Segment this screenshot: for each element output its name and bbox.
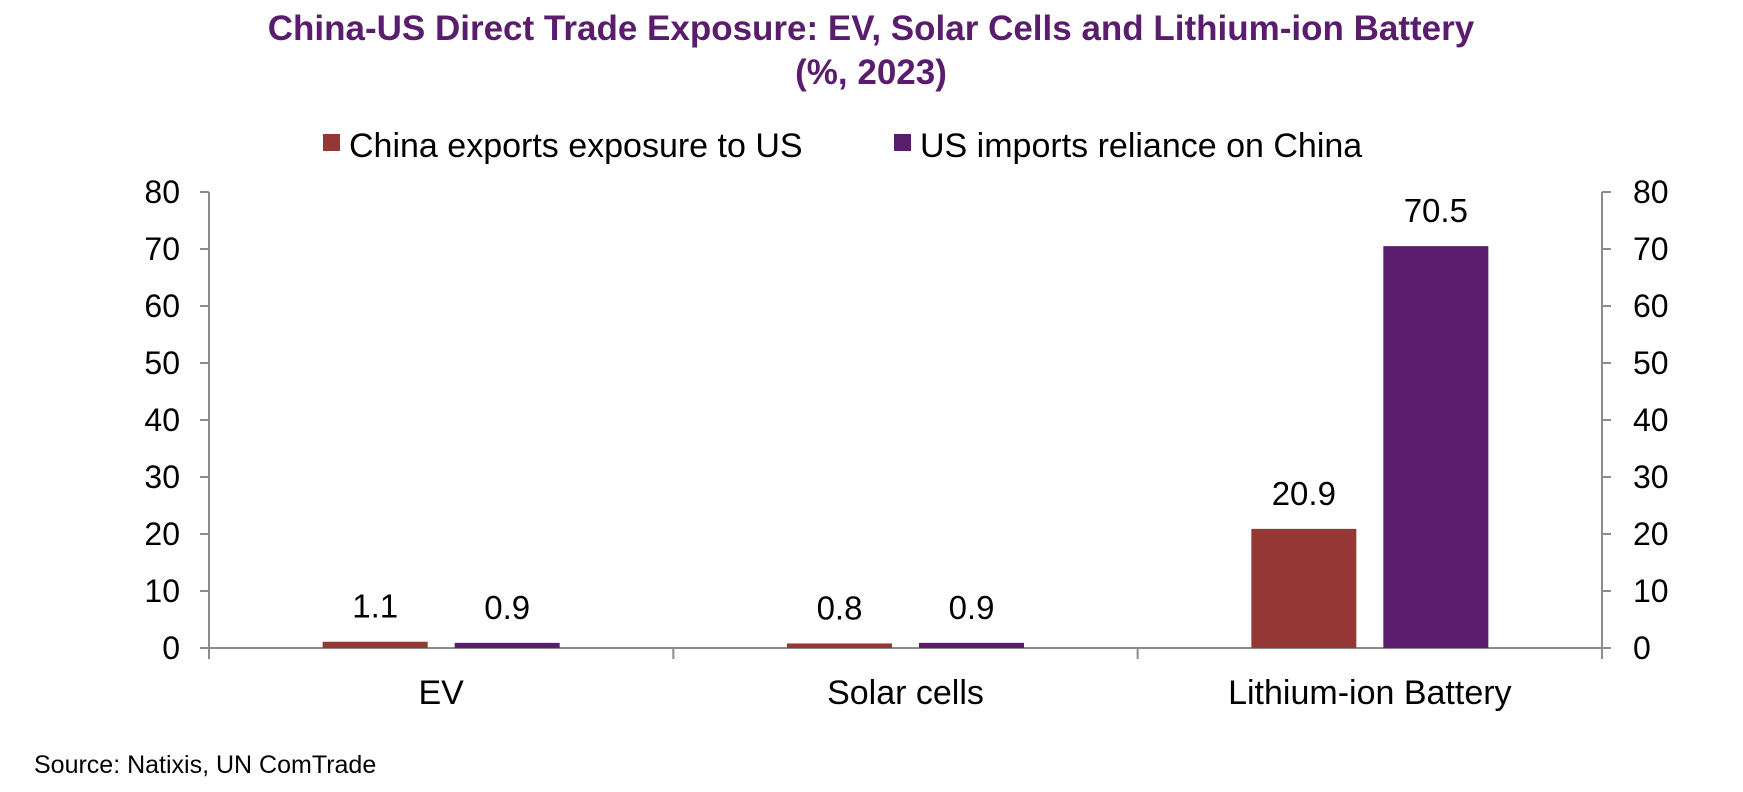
legend-label-us-imports: US imports reliance on China	[920, 127, 1362, 165]
data-label: 0.8	[817, 589, 863, 626]
bar	[919, 642, 1024, 648]
y-tick-label-left: 0	[162, 630, 180, 666]
data-labels: 1.1 0.9 0.8 0.9 20.9 70.5	[352, 192, 1468, 626]
legend-swatch-us-imports	[894, 134, 911, 151]
y-tick-label-right: 40	[1633, 402, 1669, 438]
x-category-label: Lithium-ion Battery	[1228, 674, 1511, 712]
data-label: 70.5	[1404, 192, 1468, 229]
chart-title: China-US Direct Trade Exposure: EV, Sola…	[268, 9, 1475, 48]
y-tick-label-right: 60	[1633, 288, 1669, 324]
y-tick-label-left: 30	[144, 459, 180, 495]
y-tick-label-left: 40	[144, 402, 180, 438]
bar	[454, 642, 560, 648]
y-tick-label-right: 70	[1633, 231, 1669, 267]
legend-swatch-china-exports	[323, 134, 340, 151]
y-axis-right: 0 10 20 30 40 50 60 70 80	[1601, 174, 1669, 666]
bar	[322, 641, 428, 648]
y-tick-label-left: 70	[144, 231, 180, 267]
x-category-label: EV	[418, 674, 464, 712]
data-label: 0.9	[484, 589, 530, 626]
y-tick-label-left: 60	[144, 288, 180, 324]
bar	[787, 643, 892, 648]
chart-subtitle: (%, 2023)	[795, 53, 947, 92]
legend: China exports exposure to US US imports …	[323, 127, 1362, 165]
y-tick-label-right: 20	[1633, 516, 1669, 552]
y-tick-label-left: 20	[144, 516, 180, 552]
x-axis: EV Solar cells Lithium-ion Battery	[208, 647, 1603, 712]
y-tick-label-right: 80	[1633, 174, 1669, 210]
y-axis-left: 0 10 20 30 40 50 60 70 80	[144, 174, 210, 666]
y-tick-label-right: 30	[1633, 459, 1669, 495]
data-label: 1.1	[352, 588, 398, 625]
y-tick-label-right: 0	[1633, 630, 1651, 666]
y-tick-label-right: 50	[1633, 345, 1669, 381]
source-note: Source: Natixis, UN ComTrade	[34, 751, 376, 779]
data-label: 0.9	[949, 589, 995, 626]
bar	[1251, 528, 1357, 648]
legend-label-china-exports: China exports exposure to US	[349, 127, 803, 165]
x-category-label: Solar cells	[827, 674, 984, 712]
y-tick-label-left: 50	[144, 345, 180, 381]
bars	[322, 246, 1489, 648]
y-tick-label-left: 10	[144, 573, 180, 609]
y-tick-label-right: 10	[1633, 573, 1669, 609]
data-label: 20.9	[1272, 475, 1336, 512]
bar	[1383, 246, 1489, 648]
y-tick-label-left: 80	[144, 174, 180, 210]
